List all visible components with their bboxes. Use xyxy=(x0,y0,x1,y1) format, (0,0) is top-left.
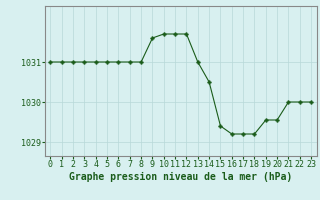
X-axis label: Graphe pression niveau de la mer (hPa): Graphe pression niveau de la mer (hPa) xyxy=(69,172,292,182)
